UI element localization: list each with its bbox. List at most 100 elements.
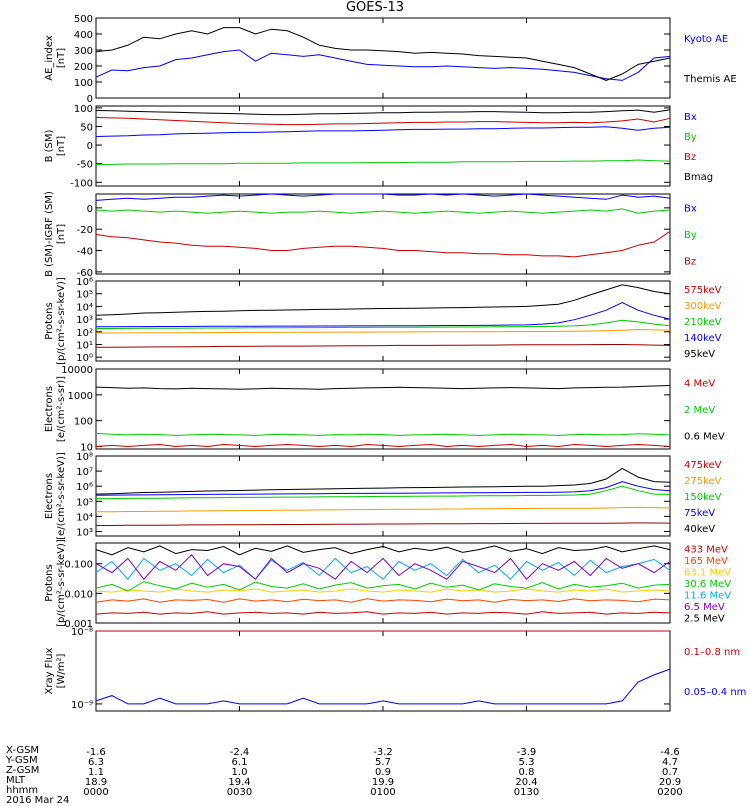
- ephemeris-value: -3.9: [517, 747, 537, 758]
- panel-0-ytick-label: 200: [74, 62, 93, 73]
- panel-4-ytick-label: 10: [80, 442, 93, 453]
- date-label: 2016 Mar 24: [6, 795, 70, 806]
- ephemeris-value: -2.4: [230, 747, 250, 758]
- panel-6-frame: [95, 542, 671, 624]
- panel-3-legend-3: 140keV: [684, 333, 722, 344]
- panel-5-ytick-label: 10⁶: [76, 482, 93, 493]
- panel-1-series-1-line: [96, 159, 671, 165]
- ephemeris-value: 0.8: [519, 767, 535, 778]
- ephemeris-value: 6.3: [88, 757, 104, 768]
- panel-4-ytick-label: 10000: [61, 365, 93, 376]
- panel-4-ytick-label: 100: [74, 417, 93, 428]
- panel-1-ytick-label: -50: [77, 160, 93, 171]
- panel-2-series-1-line: [95, 208, 671, 214]
- panel-3-series-3-line: [96, 302, 671, 328]
- panel-3-ytick-label: 10³: [76, 315, 93, 326]
- panel-1-frame: [95, 105, 671, 187]
- panel-0-series-1-line: [95, 27, 671, 81]
- panel-1-legend-3: Bmag: [684, 172, 713, 183]
- panel-6-legend-5: 6.5 MeV: [684, 602, 725, 613]
- panel-0-ytick-label: 300: [74, 46, 93, 57]
- panel-2-frame: [95, 193, 671, 275]
- panel-3-ylabel: [p/(cm²-s-sr-keV)]: [56, 277, 67, 365]
- panel-2-legend-2: Bz: [684, 257, 696, 268]
- ephemeris-value: -1.6: [86, 747, 106, 758]
- panel-7-legend-1: 0.05–0.4 nm: [684, 687, 746, 698]
- panel-2-ytick-label: -20: [77, 225, 93, 236]
- panel-4-ylabel: [e/(cm²-s-sr)]: [56, 376, 67, 442]
- panel-3-ytick-label: 10¹: [76, 340, 93, 351]
- panel-0-ytick-label: 0: [87, 94, 93, 105]
- panel-4-legend-1: 2 MeV: [684, 405, 715, 416]
- panel-6-series-1-line: [95, 611, 671, 615]
- ephemeris-value: 19.9: [372, 777, 394, 788]
- panel-1-ytick-label: 50: [80, 122, 93, 133]
- panel-4-series-2-line: [95, 385, 671, 390]
- panel-5-legend-1: 275keV: [684, 476, 722, 487]
- panel-7-legend-0: 0.1–0.8 nm: [684, 647, 740, 658]
- zgsm-label: Z-GSM: [6, 765, 40, 776]
- ygsm-label: Y-GSM: [6, 755, 38, 766]
- panel-4-legend-2: 0.6 MeV: [684, 432, 725, 443]
- panel-6-ylabel: [p/(cm²-s-sr-keV)]: [56, 539, 67, 627]
- ephemeris-value: 1.1: [88, 767, 104, 778]
- panel-6-legend-6: 2.5 MeV: [684, 613, 725, 624]
- panel-0-legend-1: Themis AE: [683, 74, 737, 85]
- panel-5-series-3-line: [95, 481, 671, 496]
- panel-5-ytick-label: 10³: [76, 527, 93, 538]
- panel-6-series-3-line: [95, 581, 671, 592]
- panel-5-legend-4: 40keV: [684, 524, 715, 535]
- mlt-label: MLT: [6, 775, 25, 786]
- panel-5-ytick-label: 10⁷: [76, 467, 93, 478]
- panel-6-series-6-line: [95, 598, 671, 603]
- panel-2-ytick-label: 0: [87, 204, 93, 215]
- panel-0-ytick-label: 100: [74, 78, 93, 89]
- panel-0-ylabel: [nT]: [56, 48, 67, 68]
- panel-6-ylabel: Protons: [44, 564, 55, 601]
- panel-7-frame: [95, 630, 671, 712]
- panel-1-ylabel: B (SM): [44, 129, 55, 162]
- ephemeris-value: 0000: [83, 787, 108, 798]
- panel-3-legend-0: 575keV: [684, 285, 722, 296]
- panel-5-series-1-line: [96, 506, 671, 513]
- panel-6-legend-0: 433 MeV: [684, 545, 728, 556]
- ephemeris-value: 20.9: [659, 777, 681, 788]
- panel-0-legend-0: Kyoto AE: [684, 34, 728, 45]
- ephemeris-value: 20.4: [515, 777, 537, 788]
- ephemeris-value: 6.1: [232, 757, 248, 768]
- panel-4-ytick-label: 1000: [68, 391, 93, 402]
- panel-2-series-2-line: [95, 230, 671, 258]
- panel-0-ytick-label: 400: [74, 30, 93, 41]
- panel-1-ytick-label: -100: [70, 178, 93, 189]
- panel-7-ylabel: [W/m²]: [56, 653, 67, 688]
- panel-1-legend-0: Bx: [684, 112, 697, 123]
- panel-2-legend-1: By: [684, 230, 697, 241]
- panel-2-ytick-label: -40: [77, 247, 93, 258]
- ephemeris-value: 0130: [514, 787, 539, 798]
- panel-5-series-4-line: [96, 522, 671, 526]
- ephemeris-value: 0.7: [662, 767, 678, 778]
- panel-7-ylabel: Xray Flux: [44, 647, 55, 694]
- panel-4-series-1-line: [95, 432, 671, 436]
- panel-5-ytick-label: 10⁴: [76, 512, 93, 523]
- panel-4-ylabel: Electrons: [44, 386, 55, 432]
- panel-0-frame: [95, 17, 671, 99]
- panel-4-legend-0: 4 MeV: [684, 378, 715, 389]
- ephemeris-value: 5.3: [519, 757, 535, 768]
- panel-3-ytick-label: 10⁴: [76, 302, 93, 313]
- panel-1-series-3-line: [95, 109, 671, 116]
- panel-3-legend-1: 300keV: [684, 301, 722, 312]
- panel-5-legend-3: 75keV: [684, 508, 715, 519]
- ephemeris-value: 19.4: [228, 777, 250, 788]
- panel-5-ytick-label: 10⁸: [76, 452, 93, 463]
- panel-5-legend-0: 475keV: [684, 460, 722, 471]
- panel-3-ytick-label: 10⁵: [76, 290, 93, 301]
- panel-4-series-0-line: [95, 443, 671, 448]
- panel-1-ytick-label: 0: [87, 141, 93, 152]
- panel-5-series-2-line: [96, 485, 671, 500]
- panel-1-legend-2: Bz: [684, 152, 696, 163]
- panel-6-legend-1: 165 MeV: [684, 556, 728, 567]
- panel-5-ytick-label: 10⁵: [76, 497, 93, 508]
- ephemeris-value: 0100: [370, 787, 395, 798]
